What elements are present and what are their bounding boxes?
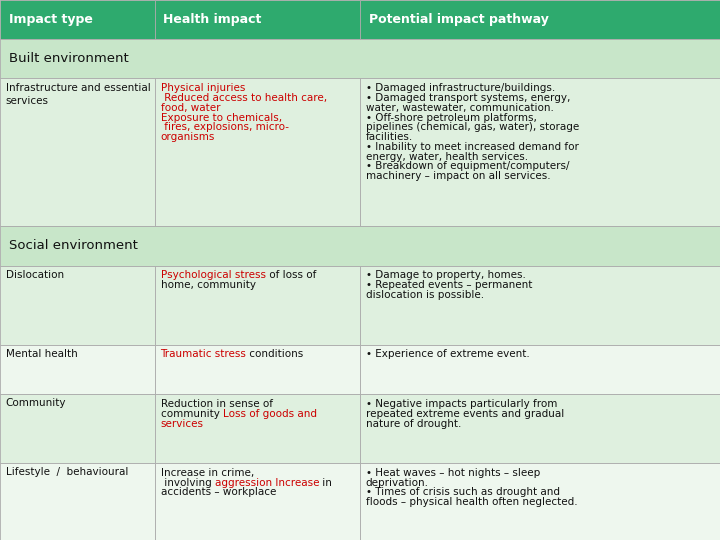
Text: • Negative impacts particularly from: • Negative impacts particularly from bbox=[366, 399, 557, 409]
Text: organisms: organisms bbox=[161, 132, 215, 142]
Text: Lifestyle  /  behavioural: Lifestyle / behavioural bbox=[6, 467, 128, 477]
Text: • Repeated events – permanent: • Repeated events – permanent bbox=[366, 280, 532, 290]
Text: food, water: food, water bbox=[161, 103, 220, 113]
Text: home, community: home, community bbox=[161, 280, 256, 290]
Bar bbox=[0, 463, 155, 540]
Text: pipelines (chemical, gas, water), storage: pipelines (chemical, gas, water), storag… bbox=[366, 122, 579, 132]
Text: services: services bbox=[161, 418, 204, 429]
Text: aggression Increase: aggression Increase bbox=[215, 477, 319, 488]
Text: Infrastructure and essential
services: Infrastructure and essential services bbox=[6, 83, 150, 106]
Bar bbox=[155, 345, 360, 394]
Bar bbox=[0, 0, 155, 39]
Text: • Damaged infrastructure/buildings.: • Damaged infrastructure/buildings. bbox=[366, 83, 555, 93]
Text: • Damaged transport systems, energy,: • Damaged transport systems, energy, bbox=[366, 93, 570, 103]
Text: community: community bbox=[161, 409, 222, 419]
Text: Reduction in sense of: Reduction in sense of bbox=[161, 399, 273, 409]
Text: Traumatic stress: Traumatic stress bbox=[161, 349, 246, 360]
Bar bbox=[360, 0, 720, 39]
Bar bbox=[360, 266, 720, 345]
Text: energy, water, health services.: energy, water, health services. bbox=[366, 152, 528, 161]
Text: Impact type: Impact type bbox=[9, 13, 92, 26]
Bar bbox=[155, 394, 360, 463]
Text: in: in bbox=[319, 477, 332, 488]
Text: Psychological stress: Psychological stress bbox=[161, 271, 266, 280]
Text: involving: involving bbox=[161, 477, 215, 488]
Text: • Heat waves – hot nights – sleep: • Heat waves – hot nights – sleep bbox=[366, 468, 540, 478]
Text: conditions: conditions bbox=[246, 349, 304, 360]
Bar bbox=[0, 226, 720, 266]
Bar bbox=[360, 463, 720, 540]
Text: Social environment: Social environment bbox=[9, 239, 138, 252]
Text: Loss of goods and: Loss of goods and bbox=[222, 409, 317, 419]
Text: • Breakdown of equipment/computers/: • Breakdown of equipment/computers/ bbox=[366, 161, 570, 171]
Text: Reduced access to health care,: Reduced access to health care, bbox=[161, 93, 327, 103]
Text: • Off-shore petroleum platforms,: • Off-shore petroleum platforms, bbox=[366, 112, 536, 123]
Bar bbox=[155, 78, 360, 226]
Text: machinery – impact on all services.: machinery – impact on all services. bbox=[366, 171, 550, 181]
Text: nature of drought.: nature of drought. bbox=[366, 418, 461, 429]
Bar bbox=[360, 78, 720, 226]
Text: • Times of crisis such as drought and: • Times of crisis such as drought and bbox=[366, 487, 559, 497]
Bar bbox=[0, 78, 155, 226]
Text: Health impact: Health impact bbox=[163, 13, 262, 26]
Bar bbox=[155, 266, 360, 345]
Text: of loss of: of loss of bbox=[266, 271, 316, 280]
Text: repeated extreme events and gradual: repeated extreme events and gradual bbox=[366, 409, 564, 419]
Text: deprivation.: deprivation. bbox=[366, 477, 429, 488]
Text: • Damage to property, homes.: • Damage to property, homes. bbox=[366, 271, 526, 280]
Text: Community: Community bbox=[6, 399, 66, 408]
Text: dislocation is possible.: dislocation is possible. bbox=[366, 290, 484, 300]
Text: fires, explosions, micro-: fires, explosions, micro- bbox=[161, 122, 289, 132]
Text: facilities.: facilities. bbox=[366, 132, 413, 142]
Bar bbox=[360, 345, 720, 394]
Text: Dislocation: Dislocation bbox=[6, 270, 64, 280]
Text: Potential impact pathway: Potential impact pathway bbox=[369, 13, 549, 26]
Text: • Experience of extreme event.: • Experience of extreme event. bbox=[366, 349, 529, 360]
Bar bbox=[155, 463, 360, 540]
Text: Increase in crime,: Increase in crime, bbox=[161, 468, 254, 478]
Bar bbox=[0, 345, 155, 394]
Text: Built environment: Built environment bbox=[9, 52, 128, 65]
Text: • Inability to meet increased demand for: • Inability to meet increased demand for bbox=[366, 142, 579, 152]
Text: floods – physical health often neglected.: floods – physical health often neglected… bbox=[366, 497, 577, 507]
Bar bbox=[0, 39, 720, 78]
Text: Mental health: Mental health bbox=[6, 349, 78, 359]
Bar bbox=[155, 0, 360, 39]
Text: Physical injuries: Physical injuries bbox=[161, 83, 245, 93]
Text: accidents – workplace: accidents – workplace bbox=[161, 487, 276, 497]
Bar bbox=[360, 394, 720, 463]
Text: water, wastewater, communication.: water, wastewater, communication. bbox=[366, 103, 554, 113]
Bar bbox=[0, 394, 155, 463]
Bar bbox=[0, 266, 155, 345]
Text: Exposure to chemicals,: Exposure to chemicals, bbox=[161, 112, 282, 123]
